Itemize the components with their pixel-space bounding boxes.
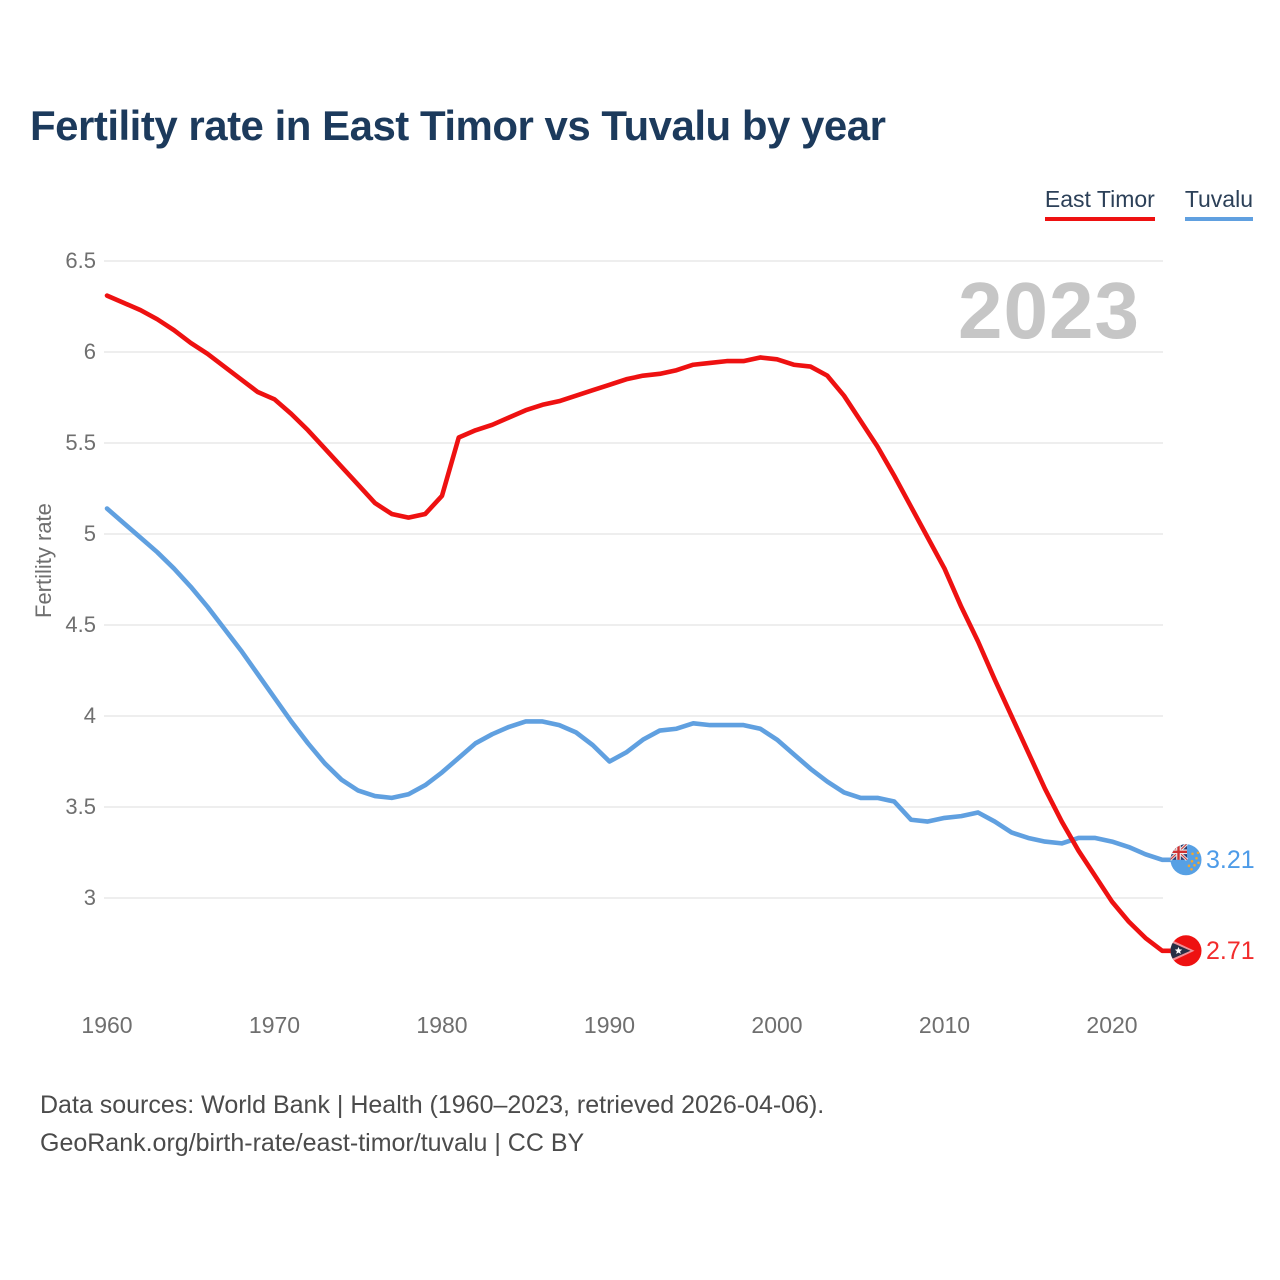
page-title: Fertility rate in East Timor vs Tuvalu b… — [30, 102, 886, 149]
y-tick-label: 4.5 — [65, 612, 96, 637]
series-lines — [104, 293, 1189, 954]
x-tick-label: 1970 — [248, 1012, 301, 1038]
footer: Data sources: World Bank | Health (1960–… — [40, 1086, 824, 1162]
x-tick-label: 1990 — [583, 1012, 636, 1038]
y-tick-label: 4 — [83, 703, 96, 728]
x-tick-label: 1960 — [81, 1012, 133, 1038]
legend-item-tuvalu[interactable]: Tuvalu — [1184, 186, 1253, 221]
y-tick-label: 3.5 — [65, 794, 96, 819]
value-label-east-timor: 2.71 — [1206, 936, 1255, 965]
year-watermark: 2023 — [958, 266, 1140, 355]
legend: East Timor Tuvalu — [1044, 186, 1253, 221]
footer-line-1: Data sources: World Bank | Health (1960–… — [40, 1091, 825, 1119]
east-timor-flag-star — [1174, 946, 1183, 954]
east-timor-flag-icon — [1170, 935, 1202, 967]
gridlines — [104, 260, 1163, 899]
y-tick-label: 6 — [83, 339, 96, 364]
x-tick-label: 1980 — [416, 1012, 468, 1038]
x-tick-label: 2020 — [1086, 1012, 1138, 1038]
series-line-east-timor — [104, 293, 1189, 954]
value-label-tuvalu: 3.21 — [1206, 845, 1255, 874]
y-tick-label: 5 — [83, 521, 96, 546]
legend-item-east-timor[interactable]: East Timor — [1044, 186, 1155, 221]
y-tick-label: 3 — [83, 885, 96, 910]
footer-line-2: GeoRank.org/birth-rate/east-timor/tuvalu… — [40, 1129, 585, 1157]
x-tick-label: 2000 — [751, 1012, 803, 1038]
y-tick-label: 5.5 — [65, 430, 96, 455]
y-tick-label: 6.5 — [65, 248, 96, 273]
tuvalu-flag-stars — [1187, 851, 1200, 871]
series-line-tuvalu — [104, 506, 1189, 863]
x-tick-label: 2010 — [918, 1012, 971, 1038]
tuvalu-flag-icon — [1170, 844, 1202, 876]
